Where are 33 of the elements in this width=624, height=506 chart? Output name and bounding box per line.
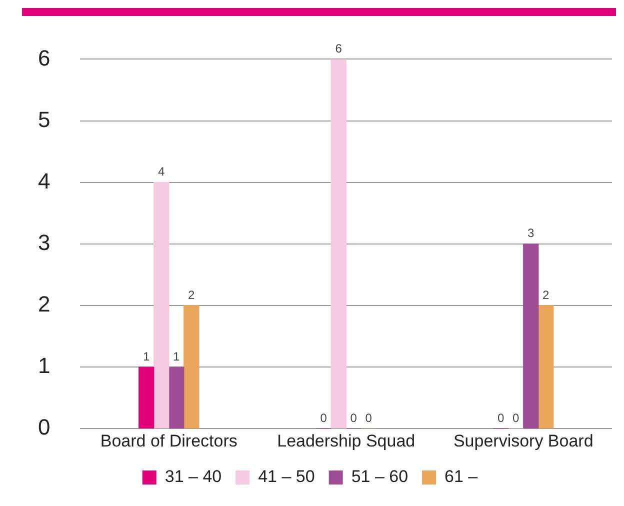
bar (330, 59, 346, 428)
data-label: 0 (498, 410, 505, 425)
data-label: 1 (143, 349, 150, 364)
data-label: 2 (542, 288, 550, 302)
y-tick-label: 5 (38, 106, 50, 132)
x-tick-label: Leadership Squad (277, 431, 416, 450)
legend-label: 31 – 40 (164, 467, 222, 486)
data-label: 2 (188, 288, 196, 302)
y-tick-label: 4 (38, 168, 50, 194)
data-label: 0 (512, 410, 520, 425)
data-label: 1 (173, 349, 180, 364)
bar (168, 366, 184, 428)
legend-label: 41 – 50 (258, 467, 315, 486)
bar (184, 305, 200, 428)
bar (523, 244, 539, 428)
x-tick-label: Board of Directors (100, 431, 238, 450)
legend-label: 61 – (444, 467, 478, 486)
data-label: 0 (320, 410, 328, 425)
data-label: 6 (335, 42, 342, 56)
y-tick-label: 1 (38, 353, 50, 378)
y-tick-label: 2 (38, 292, 50, 317)
data-label: 3 (528, 226, 535, 240)
legend-label: 51 – 60 (351, 467, 408, 486)
data-label: 4 (158, 164, 166, 179)
x-tick-label: Supervisory Board (453, 431, 594, 450)
bar (538, 305, 554, 428)
y-tick-label: 0 (38, 414, 50, 440)
bar (138, 366, 154, 428)
data-label: 0 (365, 410, 372, 425)
y-tick-label: 6 (38, 45, 50, 70)
data-label: 0 (350, 410, 358, 425)
bar (154, 182, 170, 428)
y-tick-label: 3 (38, 230, 50, 255)
